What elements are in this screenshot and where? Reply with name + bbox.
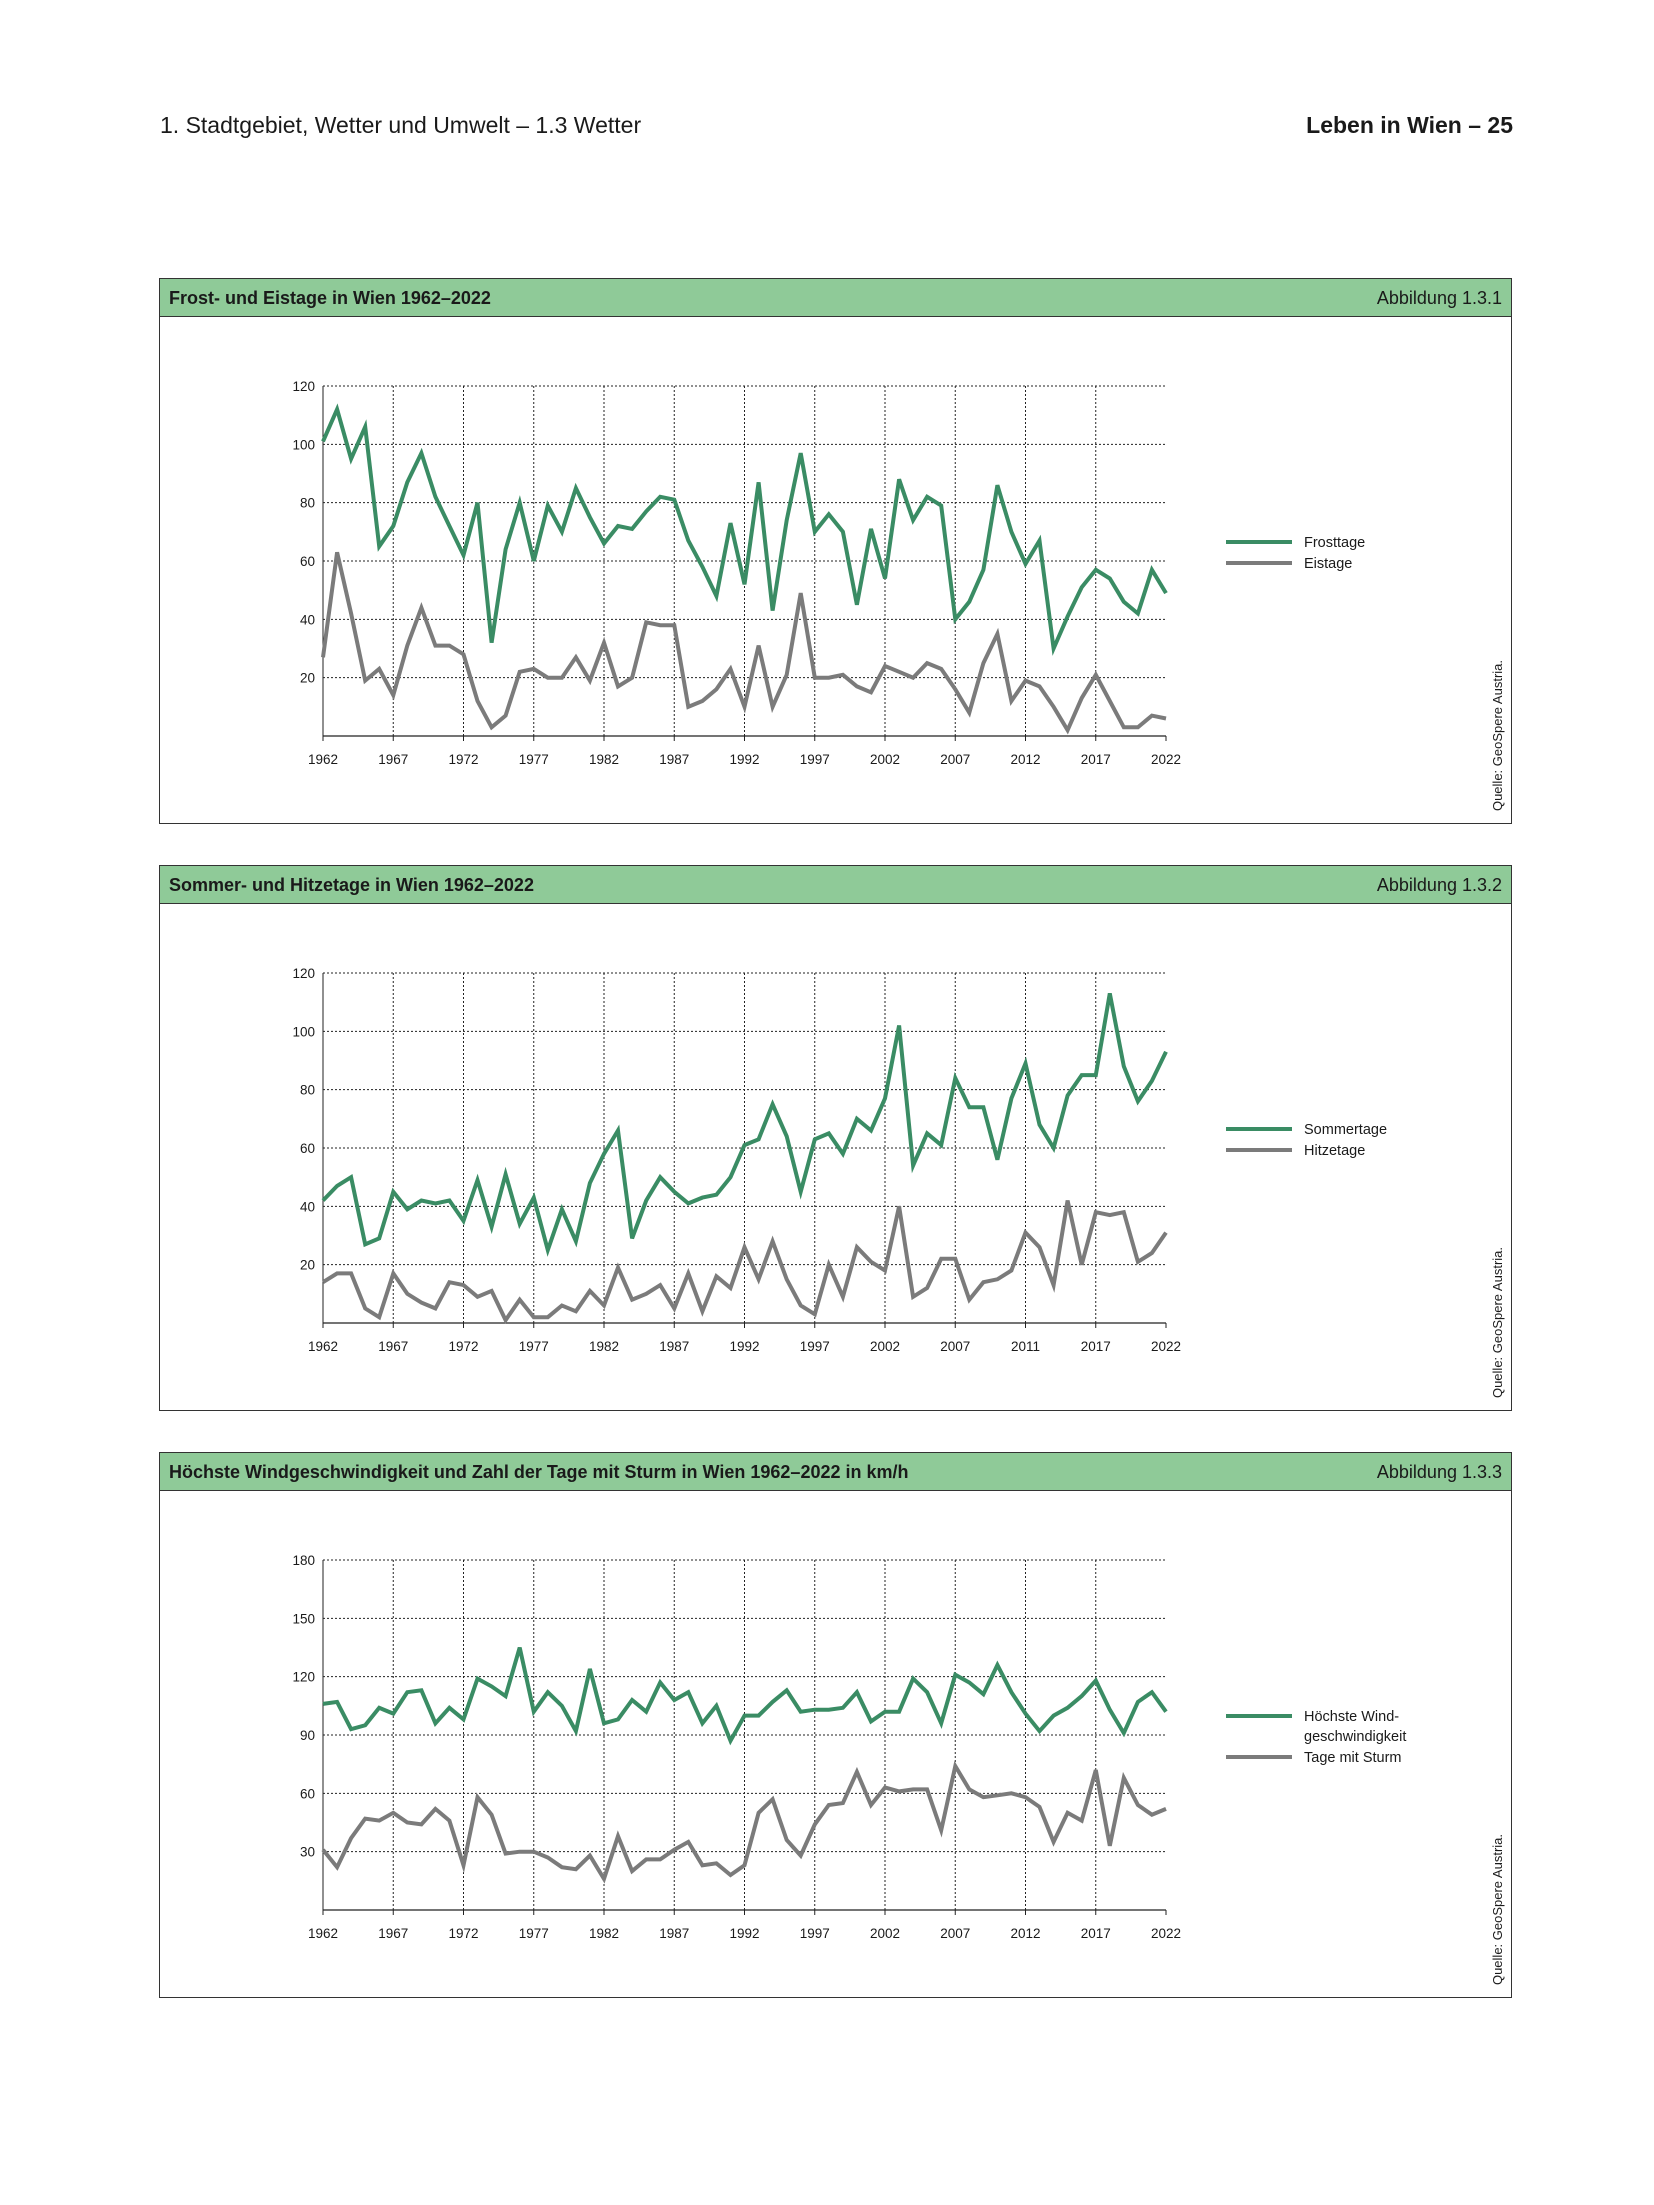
- y-tick-label: 40: [300, 612, 315, 627]
- y-tick-label: 60: [300, 554, 315, 569]
- y-tick-label: 120: [292, 1670, 315, 1685]
- series-line-0: [322, 1646, 1168, 1746]
- legend-label: Hitzetage: [1304, 1143, 1365, 1159]
- x-tick-label: 2002: [870, 1926, 900, 1941]
- chart-frost-eistage: 20 40 60 80 100 120 1962 1967 1972 1977 1982 1987 19…: [292, 379, 1365, 767]
- x-tick-label: 1992: [729, 752, 759, 767]
- y-tick-label: 40: [300, 1199, 315, 1214]
- legend-label: Höchste Wind-geschwindigkeit: [1304, 1709, 1406, 1745]
- y-tick-label: 60: [300, 1786, 315, 1801]
- x-tick-label: 1992: [729, 1339, 759, 1354]
- chart-title: Höchste Windgeschwindigkeit und Zahl der…: [169, 1462, 909, 1482]
- page-number-title: Leben in Wien – 25: [1306, 112, 1513, 138]
- series-line-1: [321, 1760, 1167, 1884]
- x-tick-label: 2022: [1151, 1339, 1181, 1354]
- figure-number: Abbildung 1.3.1: [1376, 288, 1502, 308]
- legend-label: Sommertage: [1304, 1122, 1387, 1138]
- x-tick-label: 1987: [659, 1926, 689, 1941]
- y-tick-label: 120: [292, 379, 315, 394]
- x-tick-label: 2017: [1081, 1339, 1111, 1354]
- x-tick-label: 2007: [940, 1926, 970, 1941]
- x-tick-label: 2017: [1081, 752, 1111, 767]
- y-tick-label: 30: [300, 1845, 315, 1860]
- y-tick-label: 120: [292, 966, 315, 981]
- source-note: Quelle: GeoSpere Austria.: [1490, 1246, 1505, 1398]
- figure-number: Abbildung 1.3.3: [1376, 1462, 1502, 1482]
- x-tick-label: 1962: [308, 752, 338, 767]
- chart-title: Frost- und Eistage in Wien 1962–2022: [169, 288, 491, 308]
- source-note: Quelle: GeoSpere Austria.: [1490, 659, 1505, 811]
- x-tick-label: 1972: [448, 752, 478, 767]
- chart-title: Sommer- und Hitzetage in Wien 1962–2022: [169, 875, 534, 895]
- x-tick-label: 1967: [378, 1926, 408, 1941]
- x-tick-label: 1977: [519, 1926, 549, 1941]
- series-line-0: [321, 993, 1168, 1257]
- chapter-title: 1. Stadtgebiet, Wetter und Umwelt – 1.3 …: [160, 112, 642, 138]
- x-tick-label: 1972: [448, 1926, 478, 1941]
- figure-sommer-hitzetage: Sommer- und Hitzetage in Wien 1962–2022 …: [159, 865, 1512, 1411]
- chart-windgeschwindigkeit: 30 60 90 120 150 180 1962 1967 1972 1977 1982 1987 1…: [292, 1553, 1406, 1941]
- y-tick-label: 90: [300, 1728, 315, 1743]
- figure-header: Höchste Windgeschwindigkeit und Zahl der…: [160, 1453, 1511, 1491]
- x-tick-label: 2012: [1010, 752, 1040, 767]
- legend-label: Frosttage: [1304, 535, 1365, 551]
- x-tick-label: 1987: [659, 752, 689, 767]
- y-tick-label: 60: [300, 1141, 315, 1156]
- x-tick-label: 1977: [519, 1339, 549, 1354]
- chart-sommer-hitzetage: 20 40 60 80 100 120 1962 1967 1972 1977 1982 1987 19…: [292, 966, 1387, 1354]
- series-line-0: [321, 403, 1168, 656]
- x-tick-label: 2022: [1151, 1926, 1181, 1941]
- x-tick-label: 2012: [1010, 1926, 1040, 1941]
- x-tick-label: 1967: [378, 1339, 408, 1354]
- x-tick-label: 2011: [1011, 1339, 1040, 1354]
- x-tick-label: 1977: [519, 752, 549, 767]
- y-tick-label: 80: [300, 1083, 315, 1098]
- x-tick-label: 1982: [589, 1339, 619, 1354]
- y-tick-label: 180: [292, 1553, 315, 1568]
- y-tick-label: 20: [300, 671, 315, 686]
- y-tick-label: 20: [300, 1258, 315, 1273]
- x-tick-label: 1997: [800, 752, 830, 767]
- x-tick-label: 2022: [1151, 752, 1181, 767]
- x-tick-label: 2007: [940, 1339, 970, 1354]
- x-tick-label: 1962: [308, 1339, 338, 1354]
- x-tick-label: 2002: [870, 752, 900, 767]
- x-tick-label: 2007: [940, 752, 970, 767]
- x-tick-label: 1982: [589, 1926, 619, 1941]
- x-tick-label: 1987: [659, 1339, 689, 1354]
- series-line-1: [321, 1200, 1168, 1325]
- page-header: 1. Stadtgebiet, Wetter und Umwelt – 1.3 …: [160, 112, 1513, 152]
- x-tick-label: 1967: [378, 752, 408, 767]
- figure-number: Abbildung 1.3.2: [1376, 875, 1502, 895]
- legend-label: Eistage: [1304, 556, 1352, 572]
- figure-header: Frost- und Eistage in Wien 1962–2022 Abb…: [160, 279, 1511, 317]
- x-tick-label: 1997: [800, 1926, 830, 1941]
- source-note: Quelle: GeoSpere Austria.: [1490, 1833, 1505, 1985]
- x-tick-label: 2002: [870, 1339, 900, 1354]
- x-tick-label: 1997: [800, 1339, 830, 1354]
- series-line-1: [321, 551, 1167, 735]
- figure-frost-eistage: Frost- und Eistage in Wien 1962–2022 Abb…: [159, 278, 1512, 824]
- figure-header: Sommer- und Hitzetage in Wien 1962–2022 …: [160, 866, 1511, 904]
- legend-label: Tage mit Sturm: [1304, 1750, 1402, 1766]
- x-tick-label: 2017: [1081, 1926, 1111, 1941]
- x-tick-label: 1972: [448, 1339, 478, 1354]
- y-tick-label: 100: [292, 1024, 315, 1039]
- y-tick-label: 100: [292, 437, 315, 452]
- x-tick-label: 1992: [729, 1926, 759, 1941]
- y-tick-label: 80: [300, 496, 315, 511]
- x-tick-label: 1982: [589, 752, 619, 767]
- figure-windgeschwindigkeit: Höchste Windgeschwindigkeit und Zahl der…: [159, 1452, 1512, 1998]
- y-tick-label: 150: [292, 1611, 315, 1626]
- x-tick-label: 1962: [308, 1926, 338, 1941]
